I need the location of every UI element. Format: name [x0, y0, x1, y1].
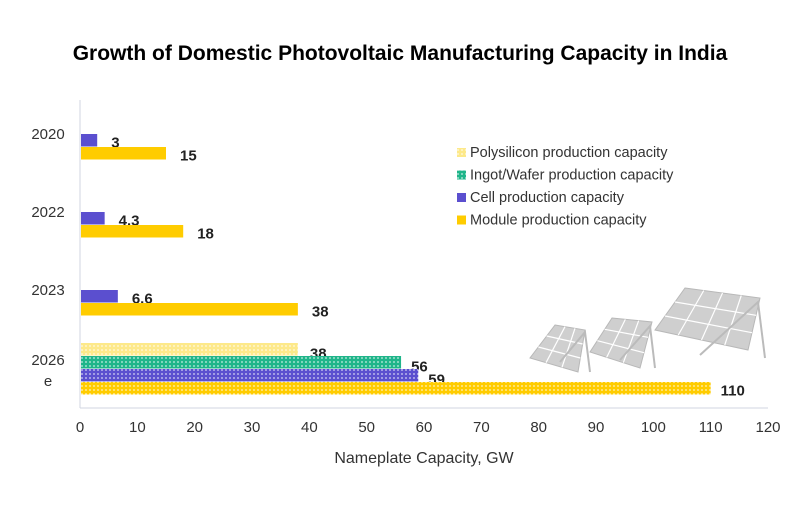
category-label-suffix: e: [44, 373, 52, 390]
data-label: 18: [197, 226, 214, 243]
solar-panel: [529, 324, 586, 373]
panel-grid-line: [677, 290, 705, 336]
bar-cell-2023: [81, 290, 118, 303]
legend-swatch: [457, 193, 466, 202]
bar-module-2026: [81, 382, 711, 395]
panel-grid-line: [622, 320, 640, 363]
legend-item: Polysilicon production capacity: [470, 145, 668, 161]
x-tick-label: 0: [76, 419, 84, 436]
bar-cell-2026: [81, 369, 419, 382]
x-tick-label: 90: [588, 419, 605, 436]
x-tick-label: 40: [301, 419, 318, 436]
category-label: 2022: [31, 204, 64, 221]
legend-swatch: [457, 148, 466, 157]
panel-stand: [559, 329, 591, 373]
bar-module-2022: [81, 225, 184, 238]
data-label: 110: [721, 383, 745, 400]
x-tick-label: 110: [699, 419, 723, 436]
category-label: 2026: [31, 352, 64, 369]
bar-module-2023: [81, 303, 298, 316]
x-tick-label: 120: [755, 419, 780, 436]
x-tick-label: 30: [244, 419, 261, 436]
panel-grid-line: [538, 346, 581, 359]
x-tick-label: 70: [473, 419, 490, 436]
legend-item: Module production capacity: [470, 213, 647, 229]
category-label: 2023: [31, 282, 64, 299]
x-tick-label: 10: [129, 419, 146, 436]
data-label: 38: [312, 304, 329, 321]
panel-stand: [619, 323, 656, 369]
solar-panel: [654, 287, 761, 351]
x-axis-label: Nameplate Capacity, GW: [334, 450, 514, 467]
solar-panels-illustration: [529, 287, 766, 373]
panel-grid-line: [724, 295, 742, 346]
x-tick-label: 60: [416, 419, 433, 436]
category-label: 2020: [31, 126, 64, 143]
data-label: 3: [111, 135, 119, 152]
data-label: 15: [180, 148, 197, 165]
chart-title: Growth of Domestic Photovoltaic Manufact…: [73, 42, 728, 65]
panel-grid-line: [674, 301, 757, 316]
panel-grid-line: [561, 328, 576, 368]
panel-stand: [699, 299, 766, 359]
legend-swatch: [457, 215, 466, 225]
panel-grid-line: [700, 292, 724, 341]
legend-item: Cell production capacity: [470, 190, 625, 206]
x-tick-label: 100: [641, 419, 666, 436]
bar-ingot-wafer-2026: [81, 356, 402, 369]
solar-panel: [589, 317, 653, 369]
x-tick-label: 50: [358, 419, 375, 436]
bar-module-2020: [81, 147, 166, 160]
x-tick-label: 20: [186, 419, 203, 436]
panel-grid-line: [545, 326, 566, 363]
x-tick-label: 80: [530, 419, 547, 436]
legend-item: Ingot/Wafer production capacity: [470, 168, 674, 184]
legend-swatch: [457, 170, 466, 180]
bar-cell-2022: [81, 212, 105, 225]
panel-grid-line: [606, 319, 626, 358]
bar-cell-2020: [81, 134, 98, 147]
panel-grid-line: [597, 340, 645, 354]
bar-polysilicon-2026: [81, 343, 298, 356]
panel-grid-line: [664, 315, 753, 334]
